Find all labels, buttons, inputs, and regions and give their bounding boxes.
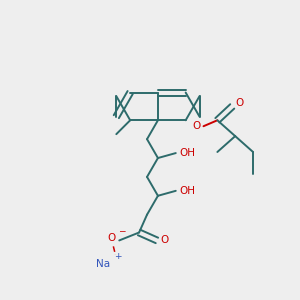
Text: −: − [118,226,125,235]
Text: O: O [235,98,243,108]
Text: O: O [161,236,169,245]
Text: +: + [115,252,122,261]
Text: Na: Na [96,259,110,269]
Text: O: O [107,233,116,243]
Text: O: O [192,121,201,131]
Text: OH: OH [180,186,196,196]
Text: OH: OH [180,148,196,158]
